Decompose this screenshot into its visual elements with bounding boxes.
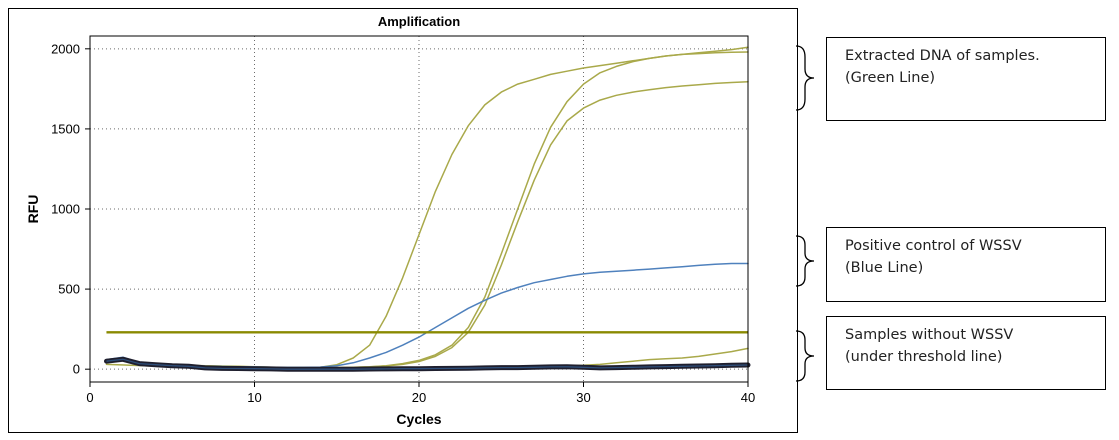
annotation-line: Positive control of WSSV xyxy=(845,238,1022,254)
y-axis-label: RFU xyxy=(25,195,41,224)
amplification-chart: 0 10 20 30 40 0 500 1000 1500 2000 Amplification Cy… xyxy=(8,8,798,433)
annotation-box-negative-samples: Samples without WSSV (under threshold li… xyxy=(826,316,1106,390)
curly-brace-icon xyxy=(795,330,815,382)
y-tick-label: 500 xyxy=(58,282,80,297)
y-tick-label: 2000 xyxy=(51,41,80,56)
y-tick-label: 1500 xyxy=(51,121,80,136)
x-tick-label: 10 xyxy=(247,390,261,405)
x-tick-label: 20 xyxy=(412,390,426,405)
curly-brace-icon xyxy=(795,45,815,111)
y-tick-label: 0 xyxy=(73,362,80,377)
curly-brace-icon xyxy=(795,235,815,287)
chart-title: Amplification xyxy=(378,14,460,29)
x-tick-label: 40 xyxy=(741,390,755,405)
annotation-box-samples: Extracted DNA of samples. (Green Line) xyxy=(826,37,1106,121)
x-tick-label: 0 xyxy=(86,390,93,405)
annotation-line: (under threshold line) xyxy=(845,349,1003,365)
annotation-box-positive-control: Positive control of WSSV (Blue Line) xyxy=(826,227,1106,302)
x-axis-label: Cycles xyxy=(396,411,441,427)
series-line-highlight xyxy=(106,358,749,370)
plot-border xyxy=(89,35,749,383)
chart-svg: 0 10 20 30 40 0 500 1000 1500 2000 Amplification Cy… xyxy=(8,8,798,433)
annotation-line: (Blue Line) xyxy=(845,260,924,276)
annotation-line: Samples without WSSV xyxy=(845,327,1014,343)
annotation-line: Extracted DNA of samples. xyxy=(845,48,1040,64)
y-tick-label: 1000 xyxy=(51,202,80,217)
annotation-line: (Green Line) xyxy=(845,70,936,86)
x-tick-label: 30 xyxy=(576,390,590,405)
